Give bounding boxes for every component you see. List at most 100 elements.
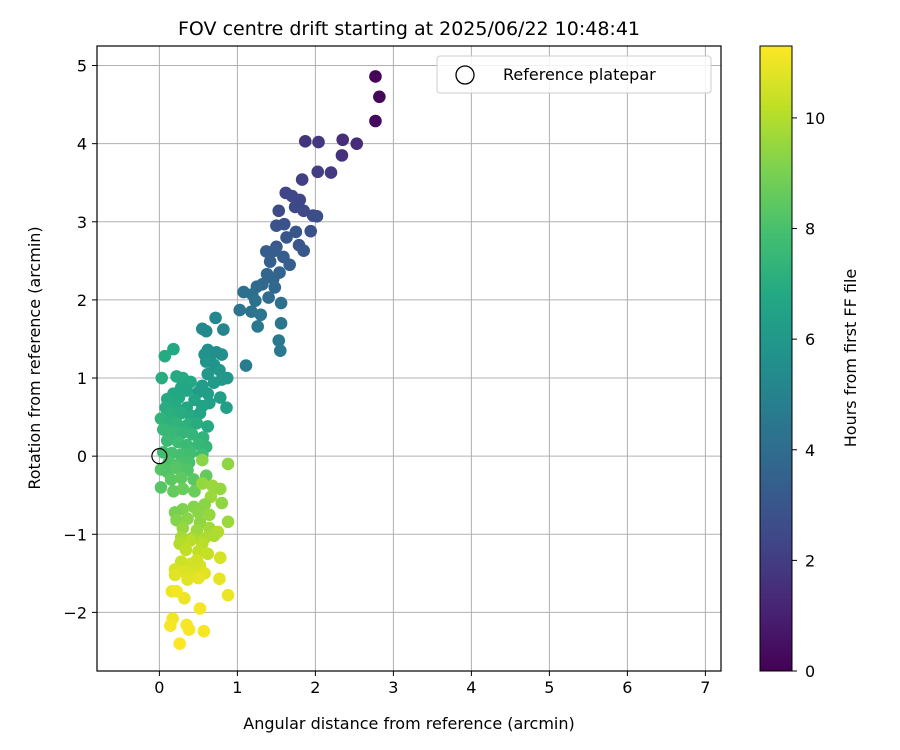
colorbar-tick-label: 10 [805, 109, 825, 128]
data-point [160, 434, 174, 447]
data-point [274, 344, 287, 357]
data-point [297, 244, 311, 257]
data-point [373, 90, 386, 104]
x-tick-label: 2 [310, 678, 320, 697]
data-point [324, 166, 338, 179]
data-point [217, 323, 230, 336]
data-point [220, 371, 234, 385]
x-tick-label: 4 [466, 678, 476, 697]
data-point [201, 420, 215, 433]
data-point [190, 553, 204, 567]
reference-platepar-marker [151, 448, 168, 465]
colorbar-ticks: 0 2 4 6 8 10 [792, 109, 825, 681]
x-tick-label: 3 [388, 678, 398, 697]
x-axis-ticks: 0 1 2 3 4 5 6 7 [154, 671, 710, 697]
y-tick-label: −2 [63, 603, 87, 622]
data-point [167, 342, 180, 356]
data-point [239, 359, 253, 372]
data-point [190, 417, 204, 430]
data-point [207, 376, 221, 390]
data-point [335, 149, 349, 162]
y-tick-label: 3 [77, 213, 87, 232]
data-point [176, 521, 190, 535]
data-point [221, 457, 235, 471]
data-point [181, 512, 194, 525]
data-point [164, 619, 177, 632]
data-point [350, 137, 364, 150]
colorbar-tick-label: 2 [805, 551, 815, 570]
data-point [170, 461, 183, 475]
data-point [220, 401, 233, 415]
y-tick-label: 0 [77, 447, 87, 466]
data-point [251, 320, 264, 333]
colorbar-tick-label: 8 [805, 220, 815, 239]
data-point [298, 135, 312, 148]
colorbar-gradient [760, 46, 792, 671]
data-point [196, 477, 209, 490]
data-point [280, 231, 293, 244]
y-axis-label: Rotation from reference (arcmin) [25, 226, 44, 489]
data-point [197, 624, 211, 638]
data-point [176, 482, 190, 496]
data-point [249, 294, 262, 307]
x-tick-label: 6 [622, 678, 632, 697]
data-point [168, 568, 182, 582]
y-tick-label: 5 [77, 57, 87, 76]
data-point [310, 210, 324, 223]
data-point [209, 311, 222, 325]
y-tick-label: 1 [77, 369, 87, 388]
data-point [311, 165, 325, 179]
data-point [157, 423, 170, 436]
legend: Reference platepar [436, 55, 712, 94]
data-point [193, 602, 207, 615]
data-point [182, 623, 196, 636]
data-point [201, 547, 215, 561]
data-point [274, 317, 288, 330]
data-point [185, 427, 199, 441]
colorbar-tick-label: 0 [805, 662, 815, 681]
data-point [170, 585, 183, 598]
data-point [312, 135, 325, 149]
plot-frame [96, 45, 722, 672]
colorbar-tick-label: 6 [805, 330, 815, 349]
data-point [277, 217, 291, 231]
y-tick-label: 2 [77, 291, 87, 310]
legend-entry-reference-platepar: Reference platepar [503, 65, 656, 84]
data-point [184, 534, 197, 547]
x-tick-label: 1 [232, 678, 242, 697]
data-point [274, 296, 288, 310]
data-point [369, 114, 382, 128]
data-point [181, 573, 194, 586]
data-point [295, 173, 309, 186]
data-point [262, 291, 275, 304]
data-point [215, 348, 229, 361]
data-point [176, 426, 190, 440]
data-point [215, 496, 229, 510]
data-point [233, 303, 247, 317]
data-point [304, 224, 318, 238]
data-point [213, 551, 227, 565]
legend-box [436, 55, 712, 94]
data-point [184, 446, 197, 460]
data-point [203, 508, 216, 522]
data-point [164, 473, 178, 486]
y-axis-ticks: −2 −1 0 1 2 3 4 5 [63, 57, 97, 622]
x-axis-label: Angular distance from reference (arcmin) [243, 714, 574, 733]
data-point [369, 70, 382, 83]
chart-title: FOV centre drift starting at 2025/06/22 … [178, 18, 640, 40]
y-tick-label: 4 [77, 135, 87, 154]
data-point [196, 453, 209, 467]
data-point [283, 258, 296, 272]
data-point [192, 571, 205, 585]
data-point [154, 481, 168, 494]
x-tick-label: 0 [154, 678, 164, 697]
data-point [192, 506, 205, 519]
data-point [155, 371, 169, 385]
data-point [213, 572, 226, 586]
data-point [188, 485, 201, 498]
data-point [213, 391, 227, 404]
data-point [272, 334, 286, 347]
data-point [179, 543, 193, 557]
colorbar-label: Hours from first FF file [841, 269, 860, 448]
